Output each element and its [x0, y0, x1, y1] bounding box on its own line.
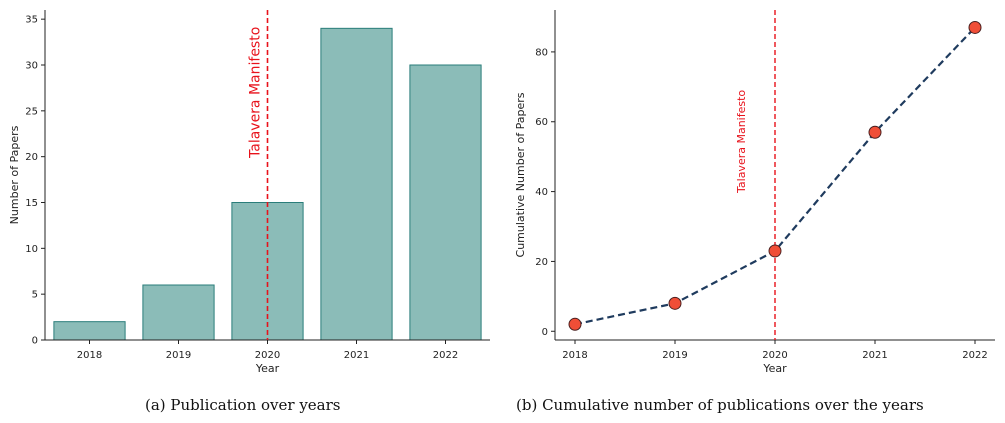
x-tick-label: 2020	[762, 350, 787, 361]
y-tick-label: 80	[535, 47, 548, 58]
y-tick-label: 30	[25, 61, 38, 72]
x-tick-label: 2022	[433, 350, 458, 361]
point-2021	[868, 125, 882, 139]
x-tick-label: 2021	[862, 350, 887, 361]
y-tick-label: 40	[535, 187, 548, 198]
y-axis-label: Number of Papers	[8, 125, 21, 224]
y-tick-label: 0	[542, 327, 548, 338]
x-tick-label: 2021	[344, 350, 369, 361]
x-tick-label: 2018	[77, 350, 102, 361]
y-tick-label: 15	[25, 198, 38, 209]
point-2018	[568, 317, 582, 331]
x-tick-label: 2020	[255, 350, 280, 361]
annotation-label-talavera: Talavera Manifesto	[248, 27, 264, 159]
x-tick-label: 2022	[962, 350, 987, 361]
point-2020	[768, 244, 782, 258]
bar-chart-publications: 0 5 10 15 20 25 30 35 2018 2019 2020 2021 2022 Year Nu…	[8, 10, 490, 375]
x-tick-label: 2019	[662, 350, 687, 361]
point-2022	[968, 20, 982, 34]
x-tick-label: 2019	[166, 350, 191, 361]
annotation-label-talavera: Talavera Manifesto	[735, 90, 748, 194]
y-tick-label: 5	[32, 290, 38, 301]
y-tick-label: 0	[32, 336, 38, 347]
y-tick-label: 35	[25, 15, 38, 26]
x-tick-label: 2018	[562, 350, 587, 361]
caption-cumulative-publications: (b) Cumulative number of publications ov…	[516, 396, 924, 414]
series-line-cumulative	[574, 26, 976, 326]
y-tick-label: 20	[25, 152, 38, 163]
line-chart-cumulative: 0 20 40 60 80 2018 2019 2020 2021 2022 Year Cumulat…	[514, 10, 995, 375]
x-axis-label: Year	[255, 362, 280, 375]
bar-2022	[409, 64, 482, 341]
y-tick-label: 25	[25, 106, 38, 117]
bar-2021	[320, 27, 393, 341]
bar-2019	[142, 284, 215, 341]
x-axis-label: Year	[762, 362, 787, 375]
y-axis-label: Cumulative Number of Papers	[514, 92, 527, 257]
y-tick-label: 10	[25, 244, 38, 255]
point-2019	[668, 296, 682, 310]
y-tick-label: 20	[535, 257, 548, 268]
caption-publication-over-years: (a) Publication over years	[145, 396, 341, 414]
y-tick-label: 60	[535, 117, 548, 128]
